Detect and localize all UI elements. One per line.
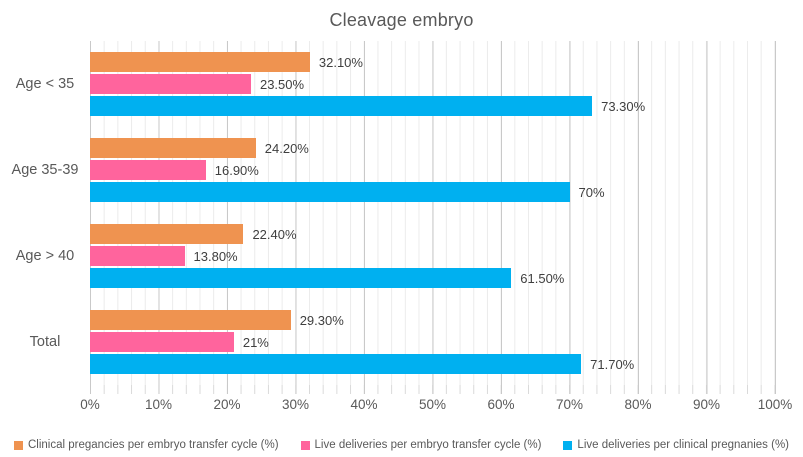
bar <box>90 52 310 72</box>
bar <box>90 332 234 352</box>
bar-value-label: 13.80% <box>193 248 238 264</box>
x-tick-label: 40% <box>350 397 378 412</box>
bar-row: 71.70% <box>90 354 775 374</box>
bar <box>90 310 291 330</box>
category-label: Age > 40 <box>15 248 75 264</box>
bar-value-label: 22.40% <box>252 226 297 242</box>
x-tick-label: 100% <box>757 397 793 412</box>
legend-label: Live deliveries per embryo transfer cycl… <box>314 439 542 451</box>
bar-row: 29.30% <box>90 310 775 330</box>
legend-item: Clinical pregancies per embryo transfer … <box>13 439 279 451</box>
bar <box>90 138 256 158</box>
category-group: 24.20% 16.90% 70% <box>90 127 775 213</box>
bar-value-label: 23.50% <box>259 76 305 92</box>
x-tick-label: 80% <box>624 397 652 412</box>
bar <box>90 160 206 180</box>
bar-row: 16.90% <box>90 160 775 180</box>
x-tick-label: 70% <box>555 397 584 412</box>
bar <box>90 224 244 244</box>
bar-row: 21% <box>90 332 775 352</box>
category-label: Age 35-39 <box>11 162 79 178</box>
legend-item: Live deliveries per clinical pregnanies … <box>563 439 789 451</box>
x-tick-label: 30% <box>281 397 310 412</box>
x-tick-label: 0% <box>80 397 100 412</box>
bar-value-label: 70% <box>578 184 605 200</box>
x-tick-label: 50% <box>418 397 447 412</box>
bar <box>90 96 593 116</box>
bar-row: 32.10% <box>90 52 775 72</box>
chart-title: Cleavage embryo <box>329 10 474 30</box>
bar-row: 73.30% <box>90 96 775 116</box>
category-group: 29.30% 21% 71.70% <box>90 299 775 385</box>
bar-value-label: 61.50% <box>520 270 565 286</box>
bar-row: 24.20% <box>90 138 775 158</box>
bar-value-label: 71.70% <box>590 356 635 372</box>
bar <box>90 268 512 288</box>
legend-label: Clinical pregancies per embryo transfer … <box>27 439 279 451</box>
bar <box>90 182 570 202</box>
category-label: Total <box>29 334 61 350</box>
bar-value-label: 73.30% <box>601 98 646 114</box>
x-tick-label: 90% <box>692 397 721 412</box>
bar-value-label: 29.30% <box>299 312 344 328</box>
legend-swatch-icon <box>563 440 573 450</box>
bar-value-label: 21% <box>242 334 269 350</box>
x-tick-label: 60% <box>487 397 515 412</box>
bar-value-label: 24.20% <box>264 140 309 156</box>
legend-swatch-icon <box>300 440 310 450</box>
bar-row: 22.40% <box>90 224 775 244</box>
x-tick-label: 20% <box>213 397 241 412</box>
x-axis-ticks <box>90 385 776 394</box>
category-group: 32.10% 23.50% 73.30% <box>90 41 775 127</box>
bar-row: 61.50% <box>90 268 775 288</box>
category-axis: Age < 35 Age 35-39 Age > 40 Total <box>0 41 90 385</box>
category-group: 22.40% 13.80% 61.50% <box>90 213 775 299</box>
bar-value-label: 32.10% <box>318 54 363 70</box>
bar <box>90 354 582 374</box>
legend-label: Live deliveries per clinical pregnanies … <box>577 439 789 451</box>
bar-row: 13.80% <box>90 246 775 266</box>
category-label: Age < 35 <box>15 76 75 92</box>
bar <box>90 246 185 266</box>
x-axis-labels: 0% 10% 20% 30% 40% 50% 60% 70% 80% 90% 100% <box>80 397 792 415</box>
legend: Clinical pregancies per embryo transfer … <box>0 439 803 451</box>
plot-area: 32.10% 23.50% 73.30% 24.20% 16.90% 70% 22.40% 1… <box>90 41 776 385</box>
legend-item: Live deliveries per embryo transfer cycl… <box>300 439 542 451</box>
x-tick-label: 10% <box>144 397 173 412</box>
bar-value-label: 16.90% <box>214 162 259 178</box>
legend-swatch-icon <box>13 440 23 450</box>
bar <box>90 74 251 94</box>
bar-row: 70% <box>90 182 775 202</box>
bar-row: 23.50% <box>90 74 775 94</box>
